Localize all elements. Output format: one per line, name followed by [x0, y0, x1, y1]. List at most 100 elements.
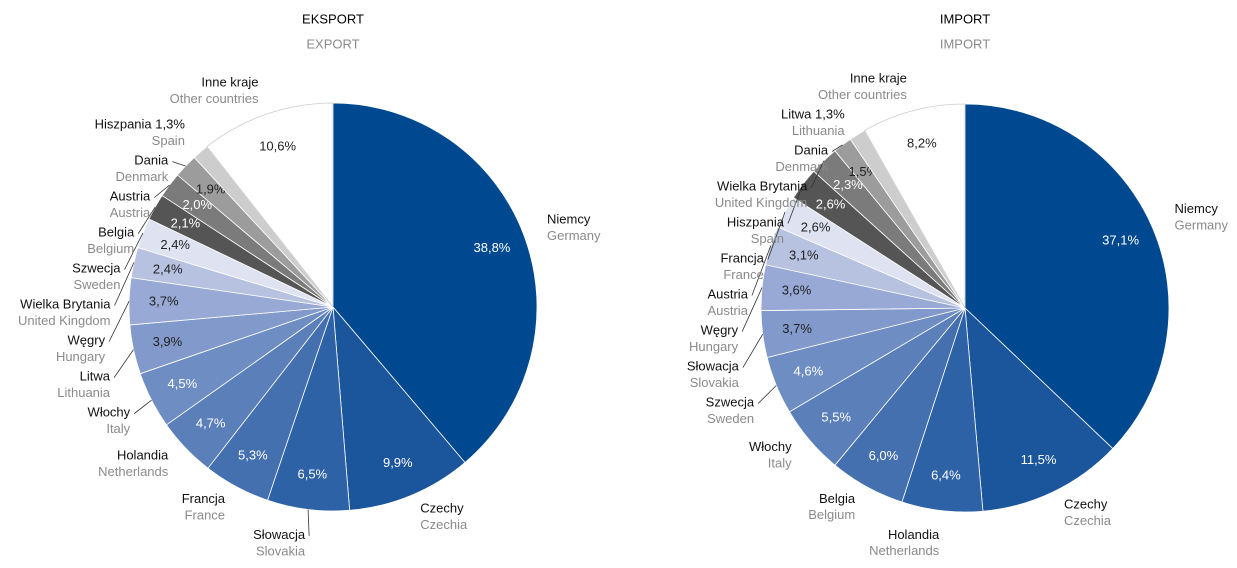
category-name: Holandia — [117, 448, 169, 463]
category-name: Hiszpania — [95, 117, 153, 132]
category-label: Słowacja — [687, 359, 740, 374]
category-label: Niemcy — [1175, 202, 1219, 217]
pie-slice — [863, 103, 966, 310]
value-label: 6,4% — [931, 468, 961, 483]
pie-slice — [964, 103, 1170, 450]
category-name: Dania — [134, 153, 169, 168]
category-name: Włochy — [749, 440, 792, 455]
category-label-en: United Kingdom — [18, 313, 111, 328]
category-label: Dania — [134, 153, 169, 168]
category-label-en: Slovakia — [256, 543, 306, 558]
category-label-en: United Kingdom — [715, 195, 808, 210]
value-label: 2,3% — [833, 177, 863, 192]
category-label-en: Sweden — [707, 411, 754, 426]
category-label-en: Hungary — [689, 339, 739, 354]
category-label: Belgia — [98, 225, 135, 240]
category-name: Niemcy — [1175, 202, 1219, 217]
value-label: 4,6% — [794, 364, 824, 379]
category-label-en: France — [185, 507, 225, 522]
value-label: 3,6% — [782, 282, 812, 297]
category-label: Holandia — [888, 527, 940, 542]
leader-line — [811, 160, 825, 188]
category-label: Włochy — [749, 440, 792, 455]
category-label: Włochy — [88, 405, 131, 420]
category-name: Litwa — [781, 107, 812, 122]
category-label: Inne kraje — [850, 71, 907, 86]
category-name: Belgia — [98, 225, 135, 240]
value-label: 10,6% — [259, 138, 296, 153]
category-label-en: France — [723, 267, 763, 282]
category-label: Wielka Brytania — [20, 297, 111, 312]
category-label: Hiszpania — [727, 215, 785, 230]
category-name: Austria — [707, 287, 748, 302]
category-label: Czechy — [420, 501, 464, 516]
category-label-en: Spain — [751, 231, 784, 246]
value-label: 1,3% — [815, 107, 845, 122]
value-label: 9,9% — [383, 455, 413, 470]
category-label: Austria — [110, 189, 151, 204]
value-label: 2,0% — [182, 197, 212, 212]
chart-subtitle: IMPORT — [940, 36, 990, 51]
category-name: Niemcy — [547, 212, 591, 227]
category-name: Holandia — [888, 527, 940, 542]
leader-line — [137, 206, 156, 234]
value-label: 6,0% — [869, 448, 899, 463]
value-label: 2,4% — [160, 237, 190, 252]
category-name: Belgia — [819, 491, 856, 506]
chart-title: EKSPORT — [302, 11, 364, 26]
value-label: 2,6% — [801, 220, 831, 235]
category-name: Słowacja — [687, 359, 740, 374]
leader-line — [108, 301, 130, 342]
pie-slice — [964, 306, 1114, 512]
value-label: 5,3% — [238, 448, 268, 463]
category-label-en: Other countries — [170, 91, 259, 106]
leader-line — [153, 184, 170, 198]
category-label: Słowacja — [253, 527, 306, 542]
value-label: 11,5% — [1021, 452, 1057, 467]
category-label-en: Austria — [110, 205, 151, 220]
category-label-en: Belgium — [808, 507, 855, 522]
category-name: Inne kraje — [201, 75, 258, 90]
category-label-en: Italy — [106, 421, 130, 436]
leader-line — [831, 144, 843, 152]
category-label: Szwecja — [706, 395, 755, 410]
category-label-en: Spain — [152, 133, 185, 148]
value-label: 6,5% — [297, 466, 327, 481]
leader-line — [124, 232, 144, 270]
value-label: 1,9% — [196, 181, 226, 196]
category-label: Czechy — [1064, 497, 1108, 512]
leader-line — [742, 333, 764, 368]
category-name: Francja — [182, 491, 226, 506]
category-label-en: Netherlands — [869, 543, 940, 558]
pie-slice — [332, 305, 466, 511]
chart-subtitle: EXPORT — [306, 36, 359, 51]
value-label: 2,6% — [816, 197, 846, 212]
category-label-en: Czechia — [1064, 513, 1112, 528]
leader-line — [307, 509, 310, 536]
category-label: Inne kraje — [201, 75, 258, 90]
value-label: 3,9% — [153, 334, 183, 349]
category-label: Belgia — [819, 491, 856, 506]
category-name: Słowacja — [253, 527, 306, 542]
category-name: Szwecja — [72, 261, 121, 276]
category-label: Dania — [794, 143, 829, 158]
category-name: Szwecja — [706, 395, 755, 410]
category-label: Hiszpania 1,3% — [95, 117, 186, 132]
category-name: Czechy — [1064, 497, 1108, 512]
value-label: 1,3% — [155, 117, 185, 132]
category-label: Węgry — [701, 323, 739, 338]
category-label-en: Other countries — [818, 87, 907, 102]
category-label-en: Denmark — [775, 159, 828, 174]
value-label: 2,4% — [153, 262, 183, 277]
leader-line — [114, 262, 135, 306]
category-label: Węgry — [68, 333, 106, 348]
category-name: Inne kraje — [850, 71, 907, 86]
category-label: Austria — [707, 287, 748, 302]
pie-slice — [206, 102, 334, 309]
category-label-en: Lithuania — [792, 123, 846, 138]
category-label: Niemcy — [547, 212, 591, 227]
value-label: 38,8% — [474, 240, 511, 255]
value-label: 4,7% — [196, 416, 226, 431]
leader-line — [113, 349, 134, 378]
